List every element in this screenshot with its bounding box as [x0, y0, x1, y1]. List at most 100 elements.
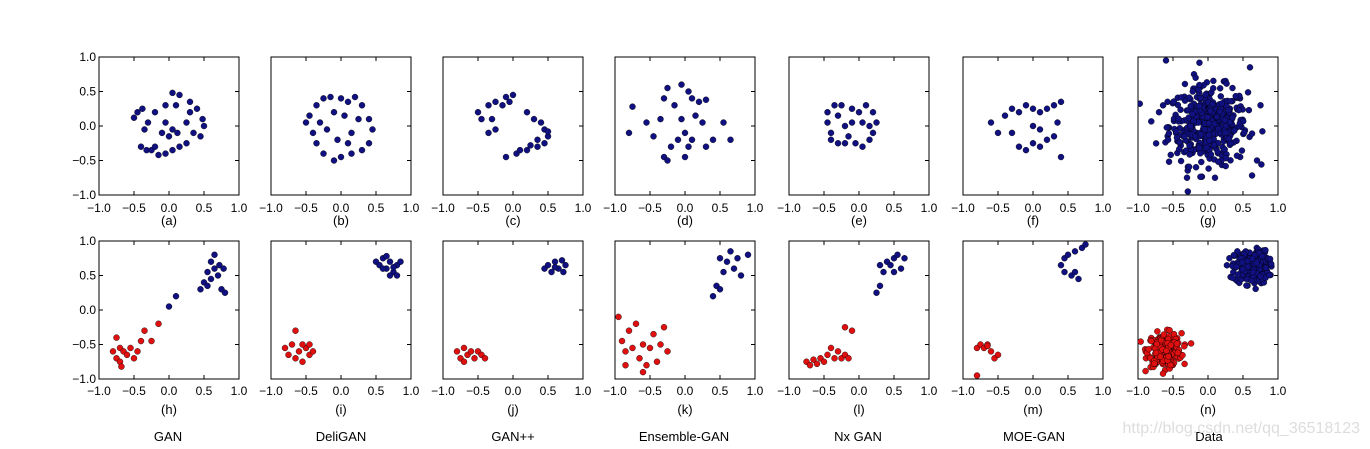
data-point	[1050, 102, 1058, 109]
data-point	[625, 327, 633, 334]
data-point	[1008, 105, 1016, 112]
data-point	[657, 115, 664, 123]
data-point	[716, 286, 724, 293]
data-point	[313, 140, 320, 147]
data-point	[351, 93, 359, 101]
data-point	[1054, 119, 1061, 126]
data-point	[1064, 251, 1072, 259]
data-point	[348, 150, 355, 157]
data-point	[841, 140, 849, 147]
scatter-panel: −1.0 −0.5 0.0 0.5 1.0 (c)	[431, 56, 592, 228]
data-point	[544, 261, 552, 269]
y-tick-label: −1.0	[72, 188, 96, 202]
data-point	[139, 105, 146, 112]
plot-frame	[270, 56, 412, 196]
x-tick-label: 0.0	[851, 201, 868, 215]
data-point	[834, 112, 842, 119]
panel-sublabel: (g)	[1200, 213, 1216, 228]
data-point	[1167, 151, 1174, 159]
data-point	[292, 327, 299, 334]
x-tick-label: −0.5	[638, 201, 662, 215]
data-point	[197, 133, 204, 140]
x-tick-label: 0.0	[505, 384, 522, 398]
data-point	[667, 143, 675, 150]
data-point	[1183, 174, 1191, 181]
data-point	[1209, 100, 1216, 108]
data-point	[824, 108, 831, 116]
data-point	[344, 140, 352, 147]
data-point	[355, 115, 362, 123]
data-point	[806, 362, 814, 369]
data-point	[1186, 142, 1193, 149]
data-point	[1252, 285, 1259, 293]
data-point	[820, 358, 828, 365]
data-point	[1239, 259, 1246, 266]
data-point	[1043, 105, 1051, 112]
data-point	[1151, 360, 1158, 367]
points-group	[973, 241, 1089, 379]
data-point	[845, 355, 852, 362]
data-point	[702, 96, 710, 103]
data-point	[492, 126, 499, 133]
data-point	[827, 344, 835, 352]
data-point	[813, 360, 821, 368]
data-point	[629, 103, 636, 110]
data-point	[344, 98, 352, 106]
data-point	[1210, 141, 1218, 149]
data-point	[1257, 273, 1264, 280]
data-point	[1203, 144, 1210, 151]
scatter-panel: −1.0−1.0 −0.5 −0.5 0.0 0.0 0.5 0.5 1.0 1.0 (a)	[72, 50, 247, 228]
data-point	[285, 351, 292, 359]
data-point	[1177, 106, 1184, 113]
data-point	[1008, 129, 1016, 137]
scatter-panel: −1.0 −0.5 0.0 0.5 1.0 (f)	[951, 56, 1112, 228]
plot-frame	[962, 240, 1104, 380]
x-tick-label: −1.0	[259, 201, 283, 215]
x-tick-label: 0.5	[368, 384, 385, 398]
data-point	[467, 348, 475, 355]
data-point	[1142, 367, 1149, 375]
data-point	[1222, 162, 1229, 170]
data-point	[1198, 158, 1205, 166]
data-point	[664, 84, 671, 92]
data-point	[1186, 151, 1193, 158]
y-tick-label: 1.0	[79, 50, 96, 64]
data-point	[1022, 102, 1030, 109]
points-group	[453, 257, 569, 365]
data-point	[727, 136, 734, 144]
data-point	[1029, 140, 1037, 147]
x-tick-label: 1.0	[231, 384, 248, 398]
data-point	[1015, 143, 1023, 150]
x-tick-label: 0.5	[886, 384, 903, 398]
data-point	[516, 146, 524, 154]
panel-sublabel: (d)	[677, 213, 693, 228]
data-point	[130, 355, 138, 362]
data-point	[558, 257, 566, 264]
x-tick-label: 0.0	[161, 201, 178, 215]
x-tick-label: 1.0	[1270, 201, 1287, 215]
data-point	[172, 102, 180, 109]
data-point	[1205, 119, 1213, 127]
x-tick-label: −1.0	[1126, 201, 1150, 215]
data-point	[1196, 81, 1203, 89]
data-point	[1165, 158, 1173, 165]
plot-frame	[98, 56, 240, 196]
data-point	[1152, 140, 1160, 147]
data-point	[1189, 110, 1196, 118]
scatter-panel: −1.0 −0.5 0.0 0.5 1.0 (l)	[777, 240, 938, 417]
data-point	[720, 119, 727, 126]
data-point	[1216, 108, 1223, 115]
data-point	[1155, 108, 1163, 116]
data-point	[1191, 133, 1199, 140]
data-point	[1223, 80, 1230, 87]
data-point	[365, 140, 373, 147]
data-point	[306, 341, 313, 348]
scatter-panel: −1.0 −0.5 0.0 0.5 1.0 (g)	[1126, 56, 1287, 228]
data-point	[880, 268, 887, 276]
data-point	[151, 108, 159, 116]
data-point	[862, 102, 870, 109]
panel-sublabel: (f)	[1027, 213, 1039, 228]
data-point	[1204, 113, 1211, 121]
data-point	[1174, 349, 1182, 357]
data-point	[527, 142, 534, 149]
